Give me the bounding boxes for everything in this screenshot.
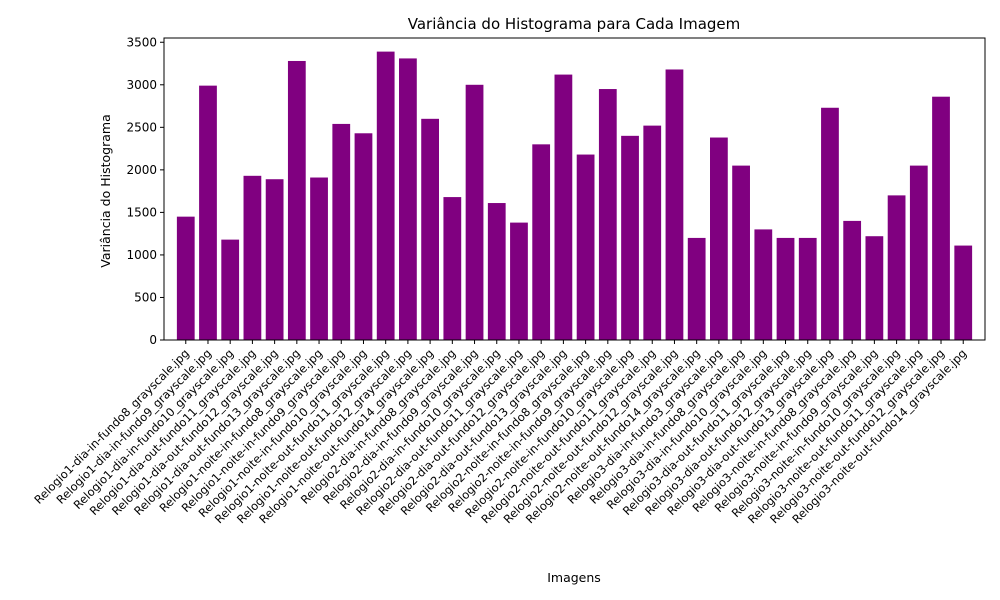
bar — [332, 123, 351, 340]
bar — [776, 237, 795, 340]
bar — [465, 84, 484, 340]
bar — [798, 237, 817, 340]
bar — [865, 236, 884, 340]
bar — [621, 135, 639, 340]
bars-group — [176, 51, 973, 341]
bar — [576, 154, 595, 340]
bar — [643, 125, 662, 341]
bar — [932, 96, 950, 340]
bar — [954, 245, 973, 340]
bar — [821, 107, 839, 340]
bar — [176, 216, 195, 340]
bar — [687, 237, 706, 340]
chart-title: Variância do Histograma para Cada Imagem — [408, 15, 741, 33]
bar — [265, 179, 284, 340]
y-tick-label: 3500 — [126, 35, 157, 49]
bar — [487, 203, 506, 340]
bar — [710, 137, 728, 340]
bar — [554, 74, 573, 340]
bar — [843, 220, 862, 340]
y-tick-label: 3000 — [126, 78, 157, 92]
y-axis: 0 500 1000 1500 2000 2500 3000 3500 — [126, 35, 164, 347]
y-axis-label: Variância do Histograma — [98, 114, 113, 267]
bar — [287, 60, 306, 340]
bar — [598, 89, 617, 340]
bar — [909, 165, 928, 340]
bar — [532, 144, 551, 340]
bar — [243, 175, 262, 340]
bar — [354, 133, 373, 340]
bar — [199, 85, 217, 340]
y-tick-label: 500 — [134, 290, 157, 304]
bar — [754, 229, 773, 340]
bar — [421, 118, 439, 340]
bar — [887, 195, 906, 340]
y-tick-label: 1500 — [126, 205, 157, 219]
y-tick-label: 0 — [149, 333, 157, 347]
bar — [732, 165, 750, 340]
plot-frame — [163, 37, 986, 341]
bar — [443, 197, 462, 340]
y-tick-label: 2500 — [126, 120, 157, 134]
bar — [310, 177, 328, 340]
y-tick-label: 2000 — [126, 163, 157, 177]
y-tick-label: 1000 — [126, 248, 157, 262]
bar — [665, 69, 684, 340]
bar — [376, 51, 395, 341]
bar — [221, 239, 240, 340]
x-axis-label: Imagens — [547, 570, 601, 585]
bar — [510, 222, 528, 340]
bar — [399, 58, 417, 341]
